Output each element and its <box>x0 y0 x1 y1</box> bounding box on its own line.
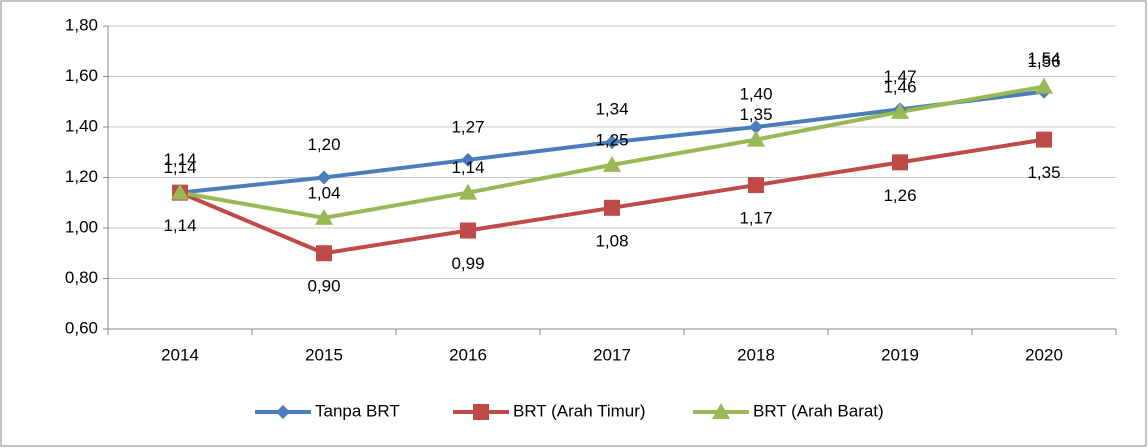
legend-label: BRT (Arah Barat) <box>753 401 884 420</box>
series-marker <box>748 177 764 194</box>
series-marker <box>316 245 332 262</box>
y-tick-label: 1,20 <box>65 167 98 186</box>
series-marker <box>315 208 333 225</box>
x-tick-label: 2020 <box>1025 345 1063 364</box>
y-tick-label: 1,80 <box>65 15 98 34</box>
data-label: 1,14 <box>163 150 196 169</box>
legend-label: Tanpa BRT <box>315 401 400 420</box>
series-marker <box>171 183 189 200</box>
x-tick-label: 2019 <box>881 345 919 364</box>
x-tick-label: 2017 <box>593 345 631 364</box>
x-tick-label: 2014 <box>161 345 199 364</box>
series-marker <box>891 102 909 119</box>
series-marker <box>317 170 331 185</box>
x-tick-label: 2018 <box>737 345 775 364</box>
legend-marker <box>276 405 290 419</box>
series-marker <box>892 154 908 171</box>
data-label: 0,90 <box>307 277 340 296</box>
data-label: 1,27 <box>451 117 484 136</box>
data-label: 1,25 <box>595 130 628 149</box>
series-marker <box>461 152 475 167</box>
data-label: 1,14 <box>163 158 196 177</box>
y-tick-label: 1,40 <box>65 116 98 135</box>
series-marker <box>747 130 765 147</box>
data-label: 0,99 <box>451 254 484 273</box>
data-label: 1,08 <box>595 231 628 250</box>
series-marker <box>460 222 476 239</box>
legend-marker <box>473 404 489 420</box>
data-label: 1,14 <box>451 158 484 177</box>
y-tick-label: 0,80 <box>65 268 98 287</box>
series-marker <box>1035 77 1053 94</box>
y-tick-label: 1,60 <box>65 66 98 85</box>
x-tick-label: 2015 <box>305 345 343 364</box>
legend-label: BRT (Arah Timur) <box>513 401 646 420</box>
x-tick-label: 2016 <box>449 345 487 364</box>
y-tick-label: 0,60 <box>65 318 98 337</box>
y-tick-label: 1,00 <box>65 217 98 236</box>
series-marker <box>1036 131 1052 148</box>
series-marker <box>605 135 619 150</box>
data-label: 1,46 <box>883 77 916 96</box>
data-label: 1,04 <box>307 183 340 202</box>
series-marker <box>459 183 477 200</box>
data-label: 1,54 <box>1027 49 1060 68</box>
data-label: 1,56 <box>1027 52 1060 71</box>
data-label: 1,14 <box>163 216 196 235</box>
data-label: 1,35 <box>1027 163 1060 182</box>
series-marker <box>603 155 621 172</box>
data-label: 1,17 <box>739 209 772 228</box>
data-label: 1,20 <box>307 135 340 154</box>
series-marker <box>604 199 620 216</box>
series-marker <box>749 120 763 134</box>
data-label: 1,34 <box>595 100 628 119</box>
data-label: 1,47 <box>883 67 916 86</box>
data-label: 1,26 <box>883 186 916 205</box>
legend-marker <box>712 403 730 419</box>
data-label: 1,35 <box>739 105 772 124</box>
data-label: 1,40 <box>739 84 772 103</box>
